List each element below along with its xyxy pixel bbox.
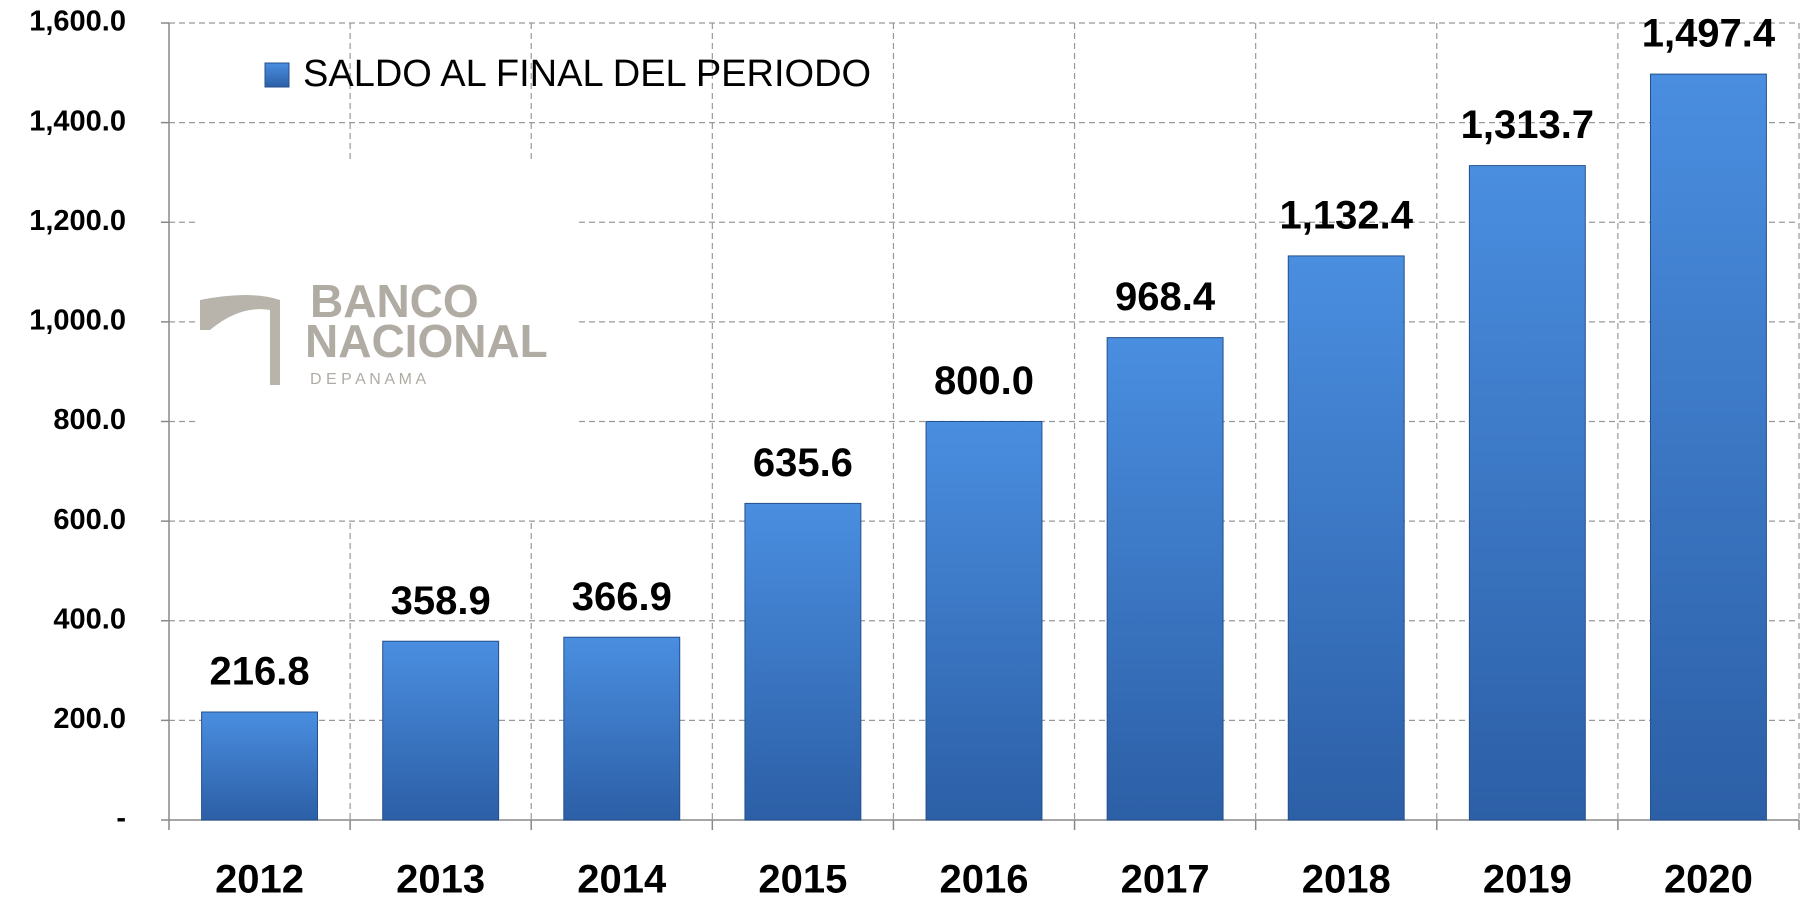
logo-background (198, 160, 578, 520)
value-label: 1,497.4 (1642, 12, 1776, 56)
value-label: 800.0 (934, 359, 1034, 403)
bar (1106, 337, 1224, 821)
y-tick-label: 1,600.0 (29, 6, 126, 38)
bar (1649, 73, 1767, 821)
x-tick-label: 2017 (1121, 858, 1210, 902)
y-tick-label: 800.0 (53, 404, 126, 436)
x-tick-label: 2018 (1302, 858, 1391, 902)
y-tick-label: 400.0 (53, 603, 126, 635)
value-label: 635.6 (753, 441, 853, 485)
x-tick-label: 2012 (215, 858, 304, 902)
value-label: 1,313.7 (1461, 103, 1594, 147)
y-tick-label: - (116, 803, 126, 835)
y-tick-label: 600.0 (53, 504, 126, 536)
logo-text: D E P A N A M A (310, 371, 427, 388)
value-label: 1,132.4 (1279, 193, 1413, 237)
value-label: 358.9 (391, 579, 491, 623)
bar (1468, 165, 1586, 821)
logo-icon (200, 295, 280, 385)
x-tick-label: 2020 (1664, 858, 1753, 902)
bar (563, 636, 681, 821)
bar (1287, 255, 1405, 821)
bar (201, 711, 319, 821)
x-tick-label: 2014 (577, 858, 667, 902)
value-label: 366.9 (572, 575, 672, 619)
y-tick-label: 1,400.0 (29, 105, 126, 137)
logo-text: NACIONAL (305, 315, 548, 367)
y-tick-label: 200.0 (53, 703, 126, 735)
y-tick-label: 1,200.0 (29, 205, 126, 237)
logo-text: BANCO (310, 275, 479, 327)
bar (925, 421, 1043, 821)
value-label: 216.8 (210, 650, 310, 694)
y-tick-label: 1,000.0 (29, 305, 126, 337)
x-tick-label: 2019 (1483, 858, 1572, 902)
bar (744, 502, 862, 821)
logo: BANCO NACIONAL D E P A N A M A (198, 160, 578, 520)
legend-label: SALDO AL FINAL DEL PERIODO (303, 53, 871, 95)
value-label: 968.4 (1115, 275, 1216, 319)
x-tick-label: 2016 (940, 858, 1029, 902)
x-tick-label: 2013 (396, 858, 485, 902)
x-tick-label: 2015 (758, 858, 847, 902)
legend-swatch (264, 62, 290, 88)
bar (382, 640, 500, 821)
